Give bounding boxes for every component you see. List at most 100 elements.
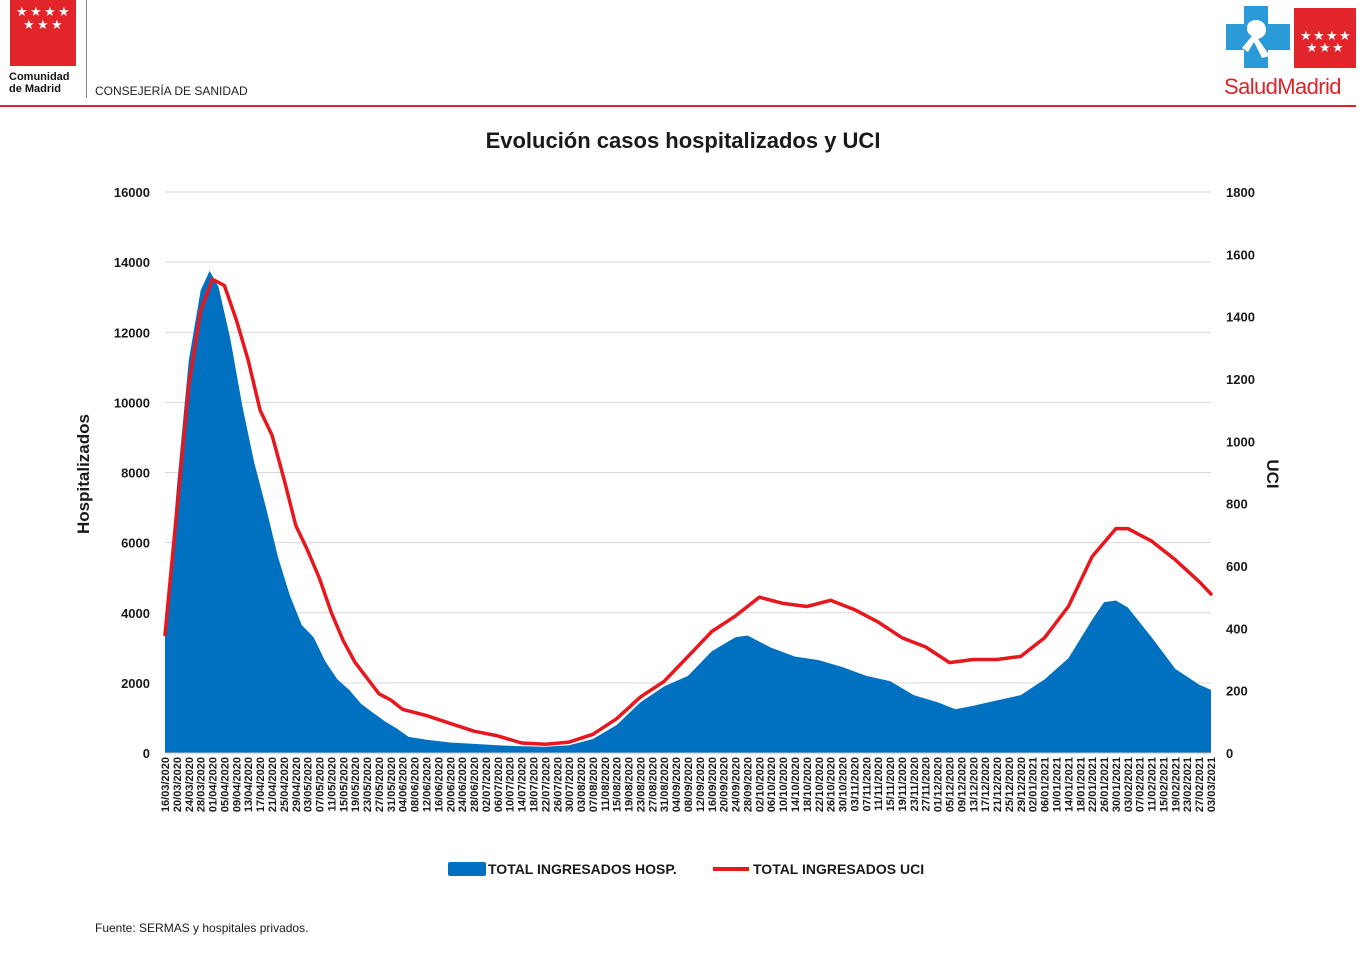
x-tick-label: 03/02/2021 [1123,757,1135,812]
y-axis-left-label: Hospitalizados [74,414,93,534]
chart-title: Evolución casos hospitalizados y UCI [485,128,881,153]
x-tick-label: 29/04/2020 [291,757,303,812]
x-tick-label: 23/11/2020 [909,757,921,811]
legend-swatch-hosp [448,862,486,876]
x-tick-label: 04/09/2020 [671,757,683,812]
x-tick-label: 18/01/2021 [1075,757,1087,812]
legend-label-uci: TOTAL INGRESADOS UCI [753,861,925,877]
grid-lines [165,191,1211,684]
y-axis-right-label: UCI [1263,459,1282,488]
star-icon: ★ [1313,29,1325,44]
x-tick-label: 02/01/2021 [1028,757,1040,812]
y-tick-right: 400 [1226,621,1248,636]
x-tick-label: 23/08/2020 [636,757,648,812]
x-tick-label: 17/12/2020 [980,757,992,812]
x-tick-label: 03/05/2020 [303,757,315,812]
salud-madrid-logo: ★ ★ ★ ★ ★ ★ ★ SaludMadrid [1224,4,1356,102]
star-icon: ★ [44,5,56,20]
x-tick-label: 11/02/2021 [1147,757,1159,811]
x-tick-label: 14/01/2021 [1063,757,1075,812]
y-tick-left: 4000 [121,606,150,621]
y-axis-right-ticks: 0 200 400 600 800 1000 1200 1400 1600 1800 [1226,185,1255,761]
x-tick-label: 11/11/2020 [873,757,885,811]
x-tick-label: 03/08/2020 [576,757,588,812]
x-tick-label: 27/08/2020 [647,757,659,812]
star-icon: ★ [1300,29,1312,44]
organization-name-line2: de Madrid [9,83,61,95]
y-tick-right: 0 [1226,746,1233,761]
x-tick-label: 24/06/2020 [457,757,469,812]
hosp-area-layer [165,270,1211,753]
x-tick-label: 05/04/2020 [219,757,231,812]
header-divider [86,0,87,98]
y-tick-left: 6000 [121,536,150,551]
x-tick-label: 26/10/2020 [826,757,838,812]
x-tick-label: 20/03/2020 [172,757,184,812]
y-tick-left: 8000 [121,466,150,481]
x-tick-label: 07/11/2020 [861,757,873,811]
page-header: ★ ★ ★ ★ ★ ★ ★ Comunidad de Madrid CONSEJ… [0,0,1366,108]
organization-name: Comunidad de Madrid [9,71,89,95]
x-tick-label: 24/09/2020 [731,757,743,812]
y-tick-right: 1400 [1226,310,1255,325]
x-tick-label: 30/10/2020 [838,757,850,812]
organization-name-line1: Comunidad [9,71,70,83]
x-tick-label: 05/12/2020 [945,757,957,812]
x-tick-label: 29/12/2020 [1016,757,1028,812]
comunidad-madrid-flag-logo: ★ ★ ★ ★ ★ ★ ★ [10,0,76,66]
star-icon: ★ [1339,29,1351,44]
legend-item-uci: TOTAL INGRESADOS UCI [713,858,924,880]
x-tick-label: 24/03/2020 [184,757,196,812]
x-tick-label: 12/09/2020 [695,757,707,812]
x-tick-label: 04/06/2020 [398,757,410,812]
x-tick-label: 26/01/2021 [1099,757,1111,812]
x-tick-label: 22/10/2020 [814,757,826,812]
x-tick-label: 14/10/2020 [790,757,802,812]
star-icon: ★ [1319,41,1331,56]
salud-madrid-flag: ★ ★ ★ ★ ★ ★ ★ [1294,8,1356,68]
x-tick-label: 08/06/2020 [410,757,422,812]
x-tick-label: 23/02/2021 [1182,757,1194,812]
x-tick-label: 28/03/2020 [196,757,208,812]
star-icon: ★ [1332,41,1344,56]
x-tick-label: 18/10/2020 [802,757,814,812]
x-tick-label: 03/11/2020 [849,757,861,811]
legend-label-hosp: TOTAL INGRESADOS HOSP. [488,861,677,877]
y-tick-left: 0 [143,746,150,761]
x-tick-label: 27/11/2020 [921,757,933,811]
y-tick-right: 1000 [1226,434,1255,449]
salud-madrid-wordmark: SaludMadrid [1224,74,1342,100]
x-tick-label: 14/07/2020 [517,757,529,812]
x-tick-label: 02/07/2020 [481,757,493,812]
salud-madrid-cross-icon [1226,6,1290,68]
star-icon: ★ [51,18,63,33]
star-icon: ★ [16,5,28,20]
x-tick-label: 16/03/2020 [160,757,172,812]
x-tick-label: 06/10/2020 [766,757,778,812]
x-tick-label: 15/05/2020 [338,757,350,812]
x-tick-label: 27/02/2021 [1194,757,1206,812]
x-tick-label: 16/09/2020 [707,757,719,812]
x-tick-label: 20/09/2020 [719,757,731,812]
star-icon: ★ [37,18,49,33]
y-axis-left-ticks: 0 2000 4000 6000 8000 10000 12000 14000 16000 [114,185,150,761]
x-tick-label: 15/02/2021 [1159,757,1171,812]
x-tick-label: 28/06/2020 [469,757,481,812]
x-tick-label: 09/12/2020 [956,757,968,812]
star-icon: ★ [58,5,70,20]
x-tick-label: 09/04/2020 [231,757,243,812]
y-tick-right: 800 [1226,497,1248,512]
x-tick-label: 19/08/2020 [624,757,636,812]
x-tick-label: 23/05/2020 [362,757,374,812]
x-tick-label: 22/07/2020 [540,757,552,812]
x-tick-label: 02/10/2020 [754,757,766,812]
brand-part2: Madrid [1277,74,1341,99]
star-icon: ★ [1326,29,1338,44]
x-tick-label: 19/02/2021 [1170,757,1182,812]
y-tick-right: 600 [1226,559,1248,574]
x-tick-label: 30/07/2020 [564,757,576,812]
x-tick-label: 22/01/2021 [1087,757,1099,812]
department-name: CONSEJERÍA DE SANIDAD [95,84,248,98]
x-tick-label: 31/05/2020 [386,757,398,812]
y-tick-left: 10000 [114,395,150,410]
